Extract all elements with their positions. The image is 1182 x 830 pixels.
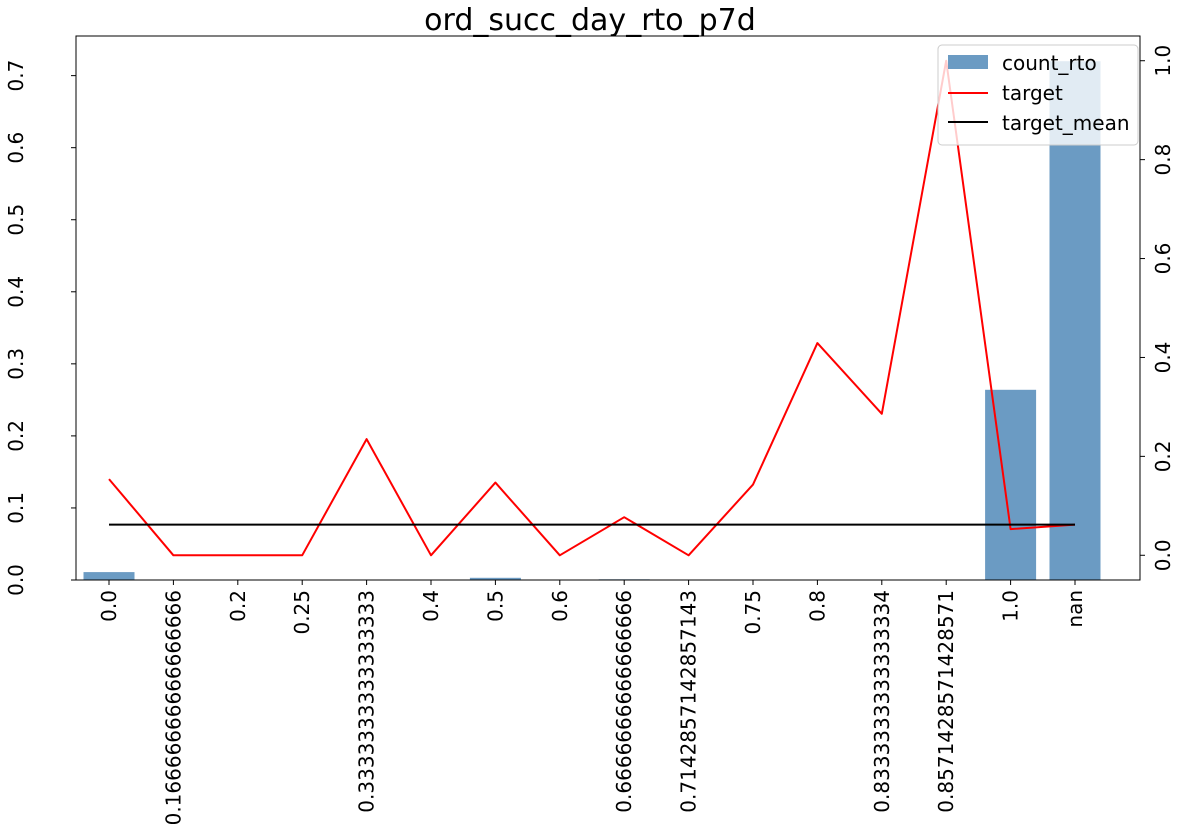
right-tick-label: 0.4 (1151, 342, 1175, 374)
left-tick-label: 0.5 (4, 204, 28, 236)
x-tick-label: 0.6666666666666666 (612, 590, 636, 813)
right-tick-label: 0.0 (1151, 539, 1175, 571)
legend-label-target-mean: target_mean (1002, 111, 1130, 135)
x-tick-label: 0.8571428571428571 (934, 590, 958, 813)
x-tick-label: 0.16666666666666666 (161, 590, 185, 825)
left-tick-label: 0.0 (4, 564, 28, 596)
right-tick-label: 0.8 (1151, 144, 1175, 176)
legend-label-count-rto: count_rto (1002, 51, 1097, 75)
line-target (108, 59, 1076, 557)
right-tick-label: 0.6 (1151, 243, 1175, 275)
x-axis: 0.0 0.16666666666666666 0.2 0.25 0.333333333… (97, 580, 1087, 825)
bar-count_rto-6 (469, 577, 521, 580)
bar-series-layer (83, 61, 1101, 580)
chart-title: ord_succ_day_rto_p7d (424, 3, 756, 38)
x-tick-label: 0.4 (419, 590, 443, 622)
x-tick-label: 0.7142857142857143 (677, 590, 701, 813)
bar-count_rto-0 (83, 572, 135, 580)
x-tick-label: nan (1063, 590, 1087, 628)
left-tick-label: 0.4 (4, 276, 28, 308)
left-tick-label: 0.2 (4, 420, 28, 452)
bar-count_rto-15 (1049, 61, 1101, 580)
x-tick-label: 0.3333333333333333 (355, 590, 379, 813)
left-tick-label: 0.1 (4, 492, 28, 524)
right-y-axis: 0.0 0.2 0.4 0.6 0.8 1.0 (1140, 45, 1175, 571)
x-tick-label: 0.6 (548, 590, 572, 622)
legend-box (937, 44, 1139, 146)
x-tick-label: 0.25 (290, 590, 314, 635)
x-tick-label: 0.75 (741, 590, 765, 635)
left-tick-label: 0.7 (4, 60, 28, 92)
legend: count_rto target target_mean (937, 44, 1139, 146)
line-series-layer (108, 59, 1076, 557)
left-tick-label: 0.6 (4, 132, 28, 164)
x-tick-label: 0.2 (226, 590, 250, 622)
legend-label-target: target (1002, 81, 1063, 105)
legend-swatch-count-rto (948, 55, 988, 69)
right-tick-label: 0.2 (1151, 440, 1175, 472)
x-tick-label: 0.5 (483, 590, 507, 622)
plot-frame (75, 35, 1141, 581)
left-y-axis: 0.0 0.1 0.2 0.3 0.4 0.5 0.6 0.7 (4, 60, 76, 596)
x-tick-label: 0.8333333333333334 (870, 590, 894, 813)
left-tick-label: 0.3 (4, 348, 28, 380)
bar-count_rto-14 (985, 389, 1037, 580)
x-tick-label: 0.0 (97, 590, 121, 622)
right-tick-label: 1.0 (1151, 45, 1175, 77)
x-tick-label: 0.8 (805, 590, 829, 622)
x-tick-label: 1.0 (999, 590, 1023, 622)
